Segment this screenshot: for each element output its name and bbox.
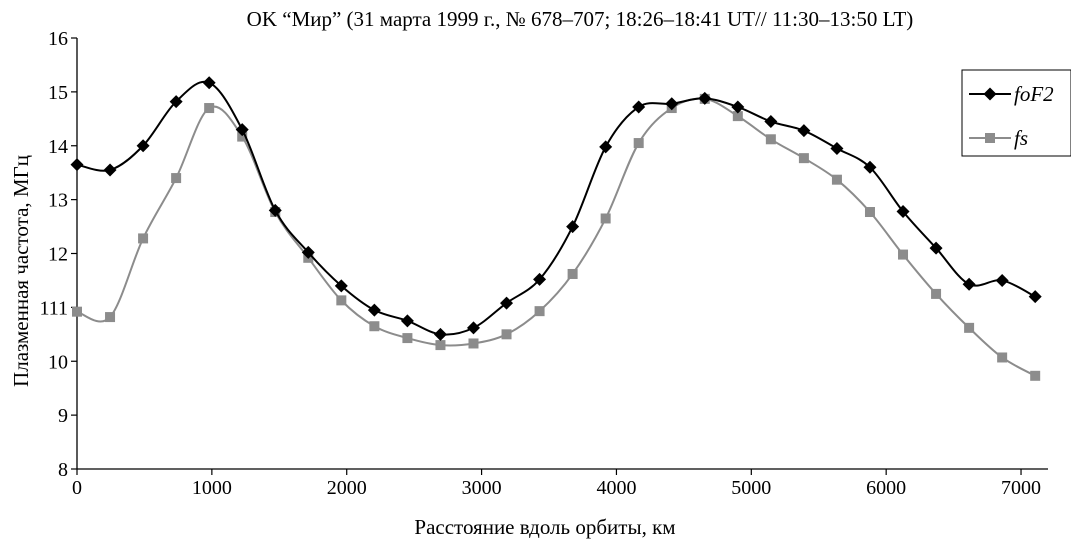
data-point-fs: [864, 207, 875, 218]
chart-title: OK “Мир” (31 марта 1999 г., № 678–707; 1…: [247, 7, 914, 31]
data-point-fs: [435, 340, 446, 351]
data-point-fof2: [599, 140, 613, 154]
data-point-fs: [898, 249, 909, 260]
legend-label-fs: fs: [1014, 126, 1028, 150]
data-point-fof2: [202, 76, 216, 90]
data-point-fs: [501, 329, 512, 340]
data-point-fof2: [896, 204, 910, 218]
data-point-fs: [534, 306, 545, 317]
x-tick-label: 3000: [462, 477, 502, 499]
data-point-fs: [997, 352, 1008, 363]
y-tick-label: 9: [58, 405, 68, 427]
data-point-fs: [765, 134, 776, 145]
y-tick-label: 10: [48, 351, 68, 373]
data-point-fof2: [665, 97, 679, 111]
data-point-fs: [105, 312, 116, 323]
data-point-fs: [964, 322, 975, 333]
y-axis-label: Плазменная частота, МГц: [9, 155, 33, 387]
legend-box: [961, 69, 1071, 157]
data-point-fof2: [301, 245, 315, 259]
data-point-fof2: [731, 100, 745, 114]
data-point-fof2: [929, 241, 943, 255]
y-tick-label: 15: [48, 82, 68, 104]
y-tick-label: 16: [48, 28, 68, 50]
data-point-fs: [402, 333, 413, 344]
data-point-fof2: [698, 91, 712, 105]
data-point-fof2: [533, 272, 547, 286]
data-point-fof2: [136, 139, 150, 153]
x-axis-label: Расстояние вдоль орбиты, км: [414, 515, 675, 539]
x-tick-label: 1000: [192, 477, 232, 499]
data-point-fs: [798, 153, 809, 164]
y-tick-label: 13: [48, 190, 68, 212]
data-point-fof2: [830, 141, 844, 155]
data-point-fof2: [764, 115, 778, 129]
data-point-fs: [732, 111, 743, 122]
y-tick-label: 111: [39, 297, 68, 319]
data-point-fs: [204, 103, 215, 114]
series-fof2: [70, 76, 1042, 341]
data-point-fof2: [797, 124, 811, 138]
x-tick-label: 7000: [1001, 477, 1041, 499]
data-point-fs: [633, 138, 644, 149]
data-point-fs: [138, 233, 149, 244]
data-point-fs: [72, 306, 82, 317]
series-fs: [72, 93, 1041, 381]
data-point-fof2: [863, 160, 877, 174]
x-tick-label: 6000: [866, 477, 906, 499]
x-tick-label: 4000: [596, 477, 636, 499]
data-point-fof2: [235, 123, 249, 137]
x-tick-label: 0: [72, 477, 82, 499]
data-point-fof2: [995, 273, 1009, 287]
data-point-fof2: [433, 327, 447, 341]
data-point-fof2: [962, 277, 976, 291]
data-point-fof2: [334, 279, 348, 293]
legend-marker-fs: [985, 133, 995, 143]
data-point-fof2: [400, 314, 414, 328]
data-point-fs: [1030, 370, 1041, 381]
data-point-fof2: [466, 321, 480, 335]
data-point-fof2: [268, 203, 282, 217]
series-line-fs: [76, 97, 1036, 377]
x-tick-label: 2000: [327, 477, 367, 499]
data-point-fof2: [367, 303, 381, 317]
data-point-fof2: [70, 158, 84, 172]
y-tick-label: 12: [48, 244, 68, 266]
data-point-fs: [600, 213, 611, 224]
data-point-fof2: [500, 296, 514, 310]
data-point-fs: [931, 288, 942, 299]
series-layer: [70, 76, 1042, 381]
data-point-fs: [237, 131, 248, 142]
data-point-fs: [831, 174, 842, 185]
data-point-fof2: [632, 100, 646, 114]
data-point-fof2: [566, 220, 580, 234]
legend: foF2 fs: [961, 69, 1071, 157]
data-point-fs: [369, 321, 380, 332]
data-point-fof2: [1028, 290, 1042, 304]
data-point-fof2: [103, 163, 117, 177]
y-tick-label: 8: [58, 459, 68, 481]
legend-label-fof2: foF2: [1014, 82, 1054, 106]
data-point-fs: [336, 295, 347, 306]
data-point-fs: [171, 173, 182, 184]
x-tick-label: 5000: [731, 477, 771, 499]
data-point-fs: [567, 268, 578, 279]
tick-labels: 8 9 10 111 12 13 14 15 16 0 1000 2000 3000 4000 5000 60…: [39, 28, 1041, 499]
data-point-fof2: [169, 95, 183, 109]
legend-marker-fof2: [983, 87, 997, 101]
data-point-fs: [468, 338, 479, 349]
y-tick-label: 14: [48, 136, 68, 158]
series-line-fof2: [76, 80, 1036, 336]
